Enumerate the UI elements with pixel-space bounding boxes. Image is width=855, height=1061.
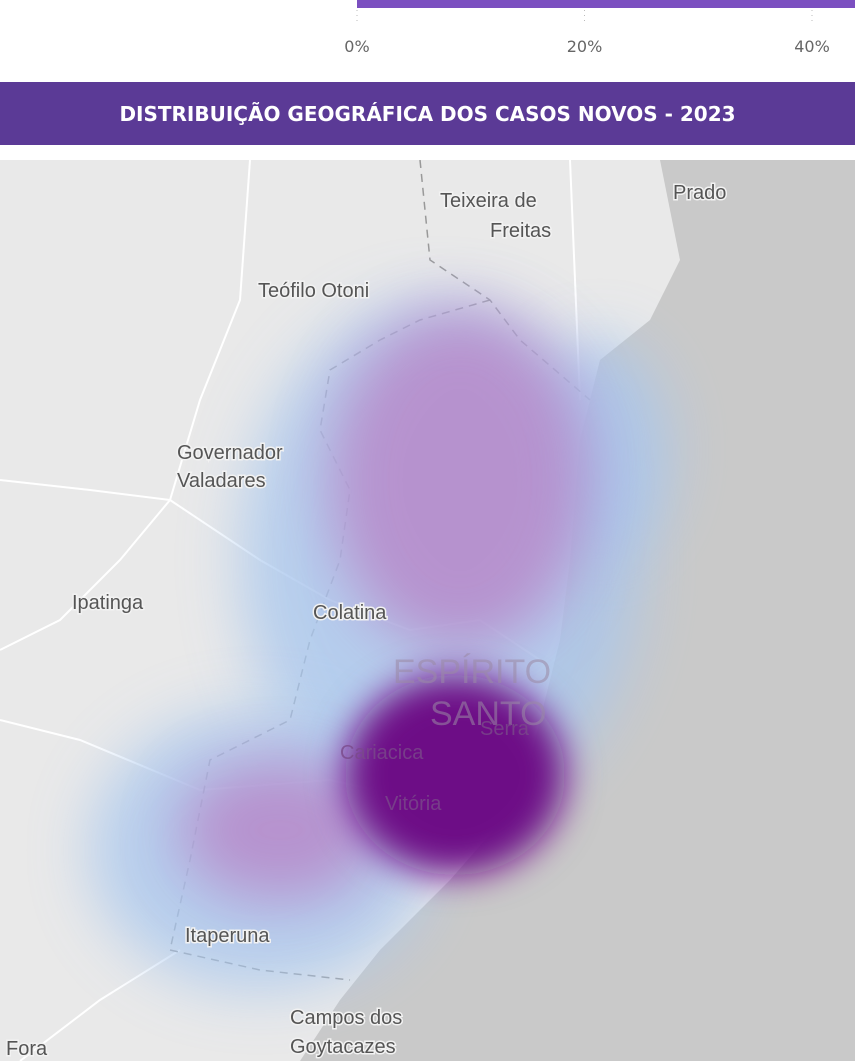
section-header: DISTRIBUIÇÃO GEOGRÁFICA DOS CASOS NOVOS …	[0, 82, 855, 145]
place-label: ESPÍRITO	[393, 653, 551, 691]
place-label: SANTO	[430, 695, 547, 733]
place-label: Governador	[177, 442, 283, 464]
place-label: Valadares	[177, 470, 266, 492]
bar-chart: 0% 20% 40%	[344, 0, 855, 56]
x-tick-label: 0%	[344, 37, 369, 56]
place-label: Colatina	[313, 602, 387, 624]
place-label: Prado	[673, 182, 726, 204]
x-tick-label: 20%	[567, 37, 603, 56]
place-label: Itaperuna	[185, 925, 270, 947]
place-label: Serra	[480, 718, 530, 740]
place-label: Teixeira de	[440, 190, 537, 212]
heat-map: Teixeira de Freitas Prado Teófilo Otoni Gove…	[0, 160, 855, 1061]
place-label: Teófilo Otoni	[258, 280, 369, 302]
heat-blobs	[90, 300, 670, 990]
place-label: Ipatinga	[72, 592, 144, 614]
bar	[357, 0, 855, 8]
place-label: Fora	[6, 1038, 48, 1060]
place-label: Cariacica	[340, 742, 424, 764]
place-label: Vitória	[385, 793, 442, 815]
place-label: Campos dos	[290, 1007, 402, 1029]
place-label: Goytacazes	[290, 1036, 396, 1058]
place-label: Freitas	[490, 220, 551, 242]
x-tick-label: 40%	[794, 37, 830, 56]
